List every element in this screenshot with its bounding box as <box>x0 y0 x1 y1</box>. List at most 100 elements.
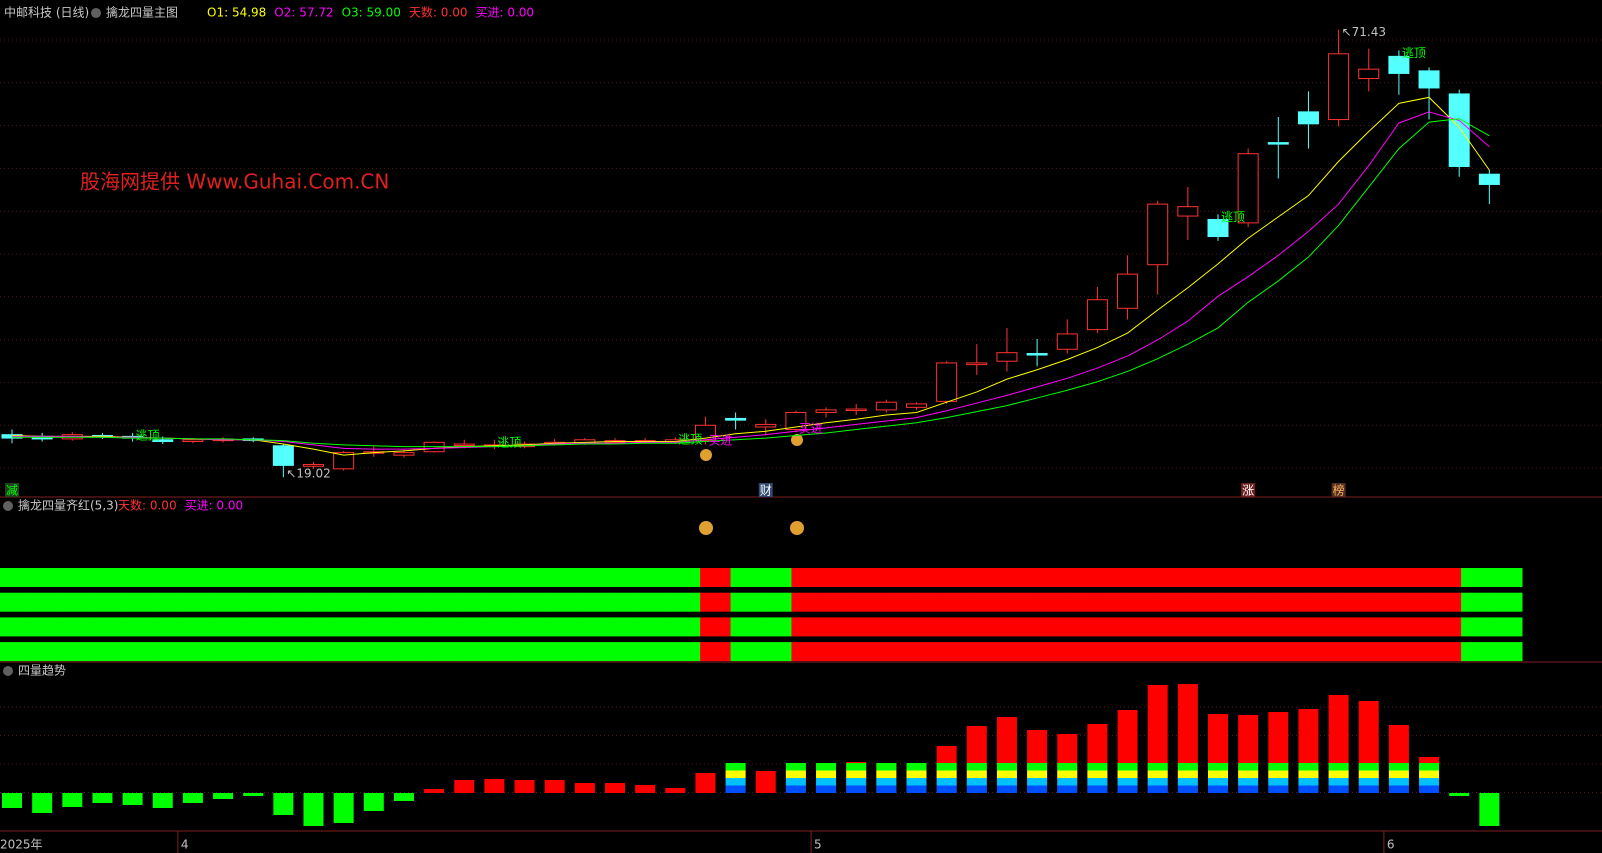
band-cell <box>943 642 975 662</box>
bar <box>574 783 595 793</box>
candle-body <box>1207 218 1229 238</box>
bar-layer <box>1419 785 1440 793</box>
band-cell <box>273 642 305 662</box>
bar-layer <box>725 770 746 778</box>
band-cell <box>121 642 153 662</box>
band-cell <box>1248 642 1279 662</box>
band-cell <box>30 617 62 637</box>
band-cell <box>121 617 153 637</box>
band-cell <box>761 617 792 637</box>
band-cell <box>1095 568 1127 587</box>
bar-layer <box>1268 785 1289 793</box>
bar-layer <box>816 778 837 786</box>
band-cell <box>365 642 397 662</box>
bar-layer <box>876 763 897 771</box>
band-cell <box>1461 617 1493 637</box>
bar-layer <box>1087 763 1108 771</box>
band-cell <box>0 617 31 637</box>
band-cell <box>669 568 701 587</box>
band-cell <box>852 642 884 662</box>
band-cell <box>852 568 884 587</box>
band-cell <box>578 642 610 662</box>
band-cell <box>30 568 62 587</box>
candle-body <box>845 408 867 412</box>
bar-layer <box>1057 770 1078 778</box>
money-icon <box>699 434 804 535</box>
bar-layer <box>966 763 987 771</box>
candle-body <box>1147 203 1169 266</box>
bar <box>635 785 656 793</box>
band-cell <box>1248 617 1279 637</box>
bar <box>544 780 565 793</box>
panel-icon <box>91 8 101 18</box>
band-cell <box>1491 617 1523 637</box>
bar-layer <box>1147 778 1168 786</box>
band-cell <box>1187 592 1219 612</box>
band-cell <box>1461 568 1493 587</box>
bar <box>303 793 324 826</box>
band-cell <box>121 568 153 587</box>
bar-layer <box>1057 785 1078 793</box>
band-cell <box>791 568 823 587</box>
band-cell <box>730 642 762 662</box>
marker-bg <box>1331 483 1346 497</box>
bar <box>514 780 535 793</box>
bar <box>1479 793 1500 826</box>
band-cell <box>1187 642 1219 662</box>
band-cell <box>426 592 458 612</box>
band-cell <box>974 568 1006 587</box>
band-cell <box>365 568 397 587</box>
bar <box>122 793 143 805</box>
bar-layer <box>1268 778 1289 786</box>
band-cell <box>1065 642 1097 662</box>
band-cell <box>517 642 549 662</box>
band-cell <box>334 568 366 587</box>
band-cell <box>1065 617 1097 637</box>
band-cell <box>1369 568 1401 587</box>
bar-layer <box>816 770 837 778</box>
band-cell <box>182 592 214 612</box>
bar-layer <box>785 785 806 793</box>
bar-layer <box>1268 763 1289 771</box>
band-cell <box>517 568 549 587</box>
band-cell <box>1339 592 1371 612</box>
bar-layer <box>1117 778 1138 786</box>
bar-layer <box>1388 763 1409 771</box>
band-cell <box>700 617 732 637</box>
bar <box>484 779 505 793</box>
bar-layer <box>1238 778 1259 786</box>
band-cell <box>1217 617 1249 637</box>
bar-layer <box>906 778 927 786</box>
band-cell <box>608 642 640 662</box>
band-cell <box>60 617 92 637</box>
band-cell <box>608 617 640 637</box>
annotation: 逃顶 <box>1402 46 1426 60</box>
bar <box>213 793 234 799</box>
bar-layer <box>725 785 746 793</box>
candle-body <box>1267 142 1289 145</box>
band-cell <box>1034 642 1066 662</box>
band-cell <box>639 592 671 612</box>
bar-layer <box>1177 763 1198 771</box>
bar <box>243 793 264 796</box>
band-cell <box>243 568 275 587</box>
band-cell <box>121 592 153 612</box>
candle-body <box>1297 111 1319 125</box>
band-cell <box>1095 642 1127 662</box>
annotation: 逃顶 <box>678 433 702 447</box>
bar-layer <box>1208 770 1228 778</box>
watermark: 股海网提供 Www.Guhai.Com.CN <box>80 170 389 194</box>
bar <box>393 793 414 801</box>
bar <box>92 793 113 803</box>
band-cell <box>395 568 427 587</box>
bar <box>363 793 384 811</box>
bar-layer <box>996 785 1017 793</box>
band-cell <box>456 617 488 637</box>
header-item: 天数: 0.00 <box>118 498 177 513</box>
band-cell <box>182 568 214 587</box>
bar-layer <box>966 785 987 793</box>
band-cell <box>304 617 336 637</box>
candle-body <box>453 443 475 447</box>
bar <box>152 793 173 808</box>
band-cell <box>334 642 366 662</box>
